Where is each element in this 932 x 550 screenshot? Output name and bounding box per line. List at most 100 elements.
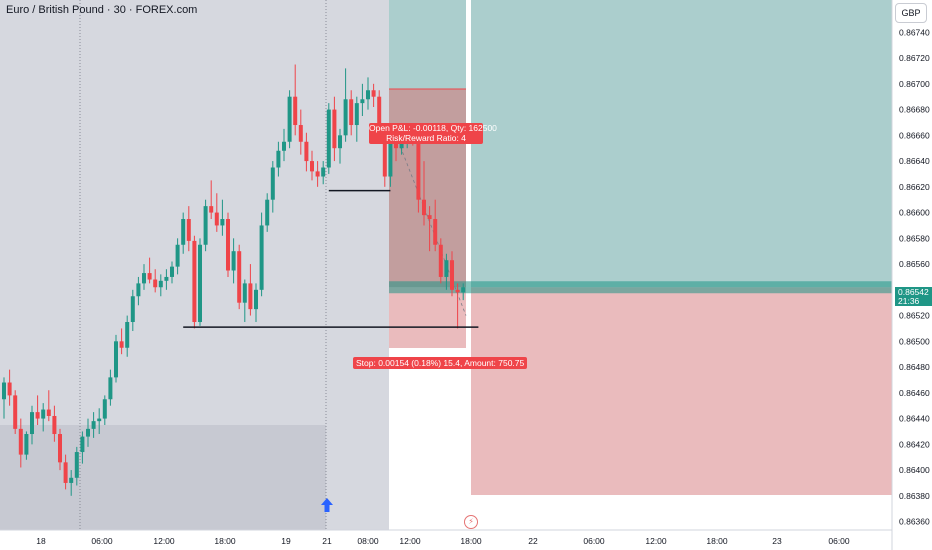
lightning-icon[interactable]: ⚡: [464, 515, 478, 529]
candle: [231, 238, 236, 284]
stop-zone: [471, 287, 892, 495]
price-tick-label: 0.86380: [899, 491, 930, 501]
candle-body: [136, 283, 141, 297]
candle-body: [41, 409, 46, 419]
candle: [35, 395, 40, 426]
candle: [354, 96, 359, 142]
candle: [58, 428, 62, 471]
candle: [444, 253, 449, 290]
candle: [254, 283, 258, 323]
candle-body: [282, 141, 286, 151]
candle-body: [270, 167, 275, 200]
candle: [349, 90, 354, 136]
candle: [91, 412, 96, 438]
candle-body: [35, 412, 40, 419]
candle-body: [91, 421, 96, 429]
open-pnl-text: Open P&L: -0.00118, Qty: 162500: [369, 123, 497, 133]
candle-body: [69, 477, 74, 483]
open-pnl-label: Open P&L: -0.00118, Qty: 162500 Risk/Rew…: [369, 123, 497, 144]
candle-body: [175, 244, 180, 267]
candle-body: [203, 206, 208, 245]
price-tick-label: 0.86700: [899, 79, 930, 89]
candle: [119, 328, 124, 355]
candle: [46, 390, 51, 422]
currency-button[interactable]: GBP: [895, 3, 927, 23]
candle: [52, 405, 57, 442]
candle-body: [181, 219, 186, 245]
session-shade-low: [0, 425, 326, 530]
candle: [181, 212, 186, 254]
candle-body: [427, 215, 432, 220]
candle: [282, 128, 286, 162]
candle: [130, 289, 135, 332]
candle-body: [237, 251, 242, 303]
candle: [366, 77, 370, 110]
price-tick-label: 0.86420: [899, 439, 930, 449]
candle: [203, 199, 208, 252]
blue-up-arrow-icon[interactable]: [320, 497, 334, 513]
candle-body: [377, 96, 382, 133]
candle: [153, 269, 158, 293]
candle: [125, 315, 130, 357]
candle: [24, 431, 29, 460]
candle: [142, 264, 146, 290]
time-tick-label: 18:00: [214, 536, 236, 546]
candle-body: [30, 412, 34, 435]
candle-body: [86, 428, 90, 437]
time-tick-label: 12:00: [153, 536, 175, 546]
candle: [86, 418, 90, 447]
position-zones: [389, 0, 892, 495]
candle: [186, 206, 191, 252]
candle-body: [130, 296, 135, 323]
candle: [102, 395, 107, 426]
candle-body: [18, 428, 23, 455]
candle: [270, 161, 275, 213]
candle-body: [321, 167, 326, 177]
candle-body: [214, 212, 219, 226]
candle: [30, 405, 34, 445]
candle: [214, 193, 219, 232]
candle: [80, 431, 85, 464]
candle-body: [366, 90, 370, 100]
candle-body: [310, 161, 314, 172]
candle-body: [125, 322, 130, 348]
candle: [198, 238, 202, 326]
candle-body: [388, 141, 393, 177]
candle-body: [349, 99, 354, 126]
candle-body: [293, 96, 298, 126]
candle-body: [254, 289, 258, 310]
price-tick-label: 0.86640: [899, 156, 930, 166]
candle-body: [461, 287, 466, 293]
candle: [298, 109, 303, 155]
candle: [304, 132, 309, 172]
candle: [455, 283, 460, 329]
candle: [170, 261, 174, 284]
candle: [338, 128, 342, 164]
candle-body: [332, 109, 337, 149]
candle-body: [433, 219, 438, 245]
symbol-title: Euro / British Pound · 30 · FOREX.com: [6, 4, 198, 16]
candle: [226, 212, 230, 277]
time-tick-label: 19: [281, 536, 291, 546]
candle-body: [444, 260, 449, 277]
candle: [69, 470, 74, 496]
time-tick-label: 08:00: [357, 536, 379, 546]
price-tick-label: 0.86360: [899, 517, 930, 527]
candle: [158, 274, 163, 297]
candle-body: [326, 109, 331, 168]
candle: [343, 68, 348, 142]
candle: [427, 206, 432, 252]
pnl-path-line: [395, 135, 467, 316]
time-tick-label: 18:00: [460, 536, 482, 546]
candle-body: [248, 283, 253, 310]
candle-body: [198, 244, 202, 323]
candle-body: [338, 135, 342, 149]
candle-body: [265, 199, 270, 226]
candle-body: [52, 415, 57, 435]
candle-body: [304, 141, 309, 162]
candle-body: [24, 434, 29, 455]
candle: [438, 238, 443, 284]
time-tick-label: 12:00: [645, 536, 667, 546]
